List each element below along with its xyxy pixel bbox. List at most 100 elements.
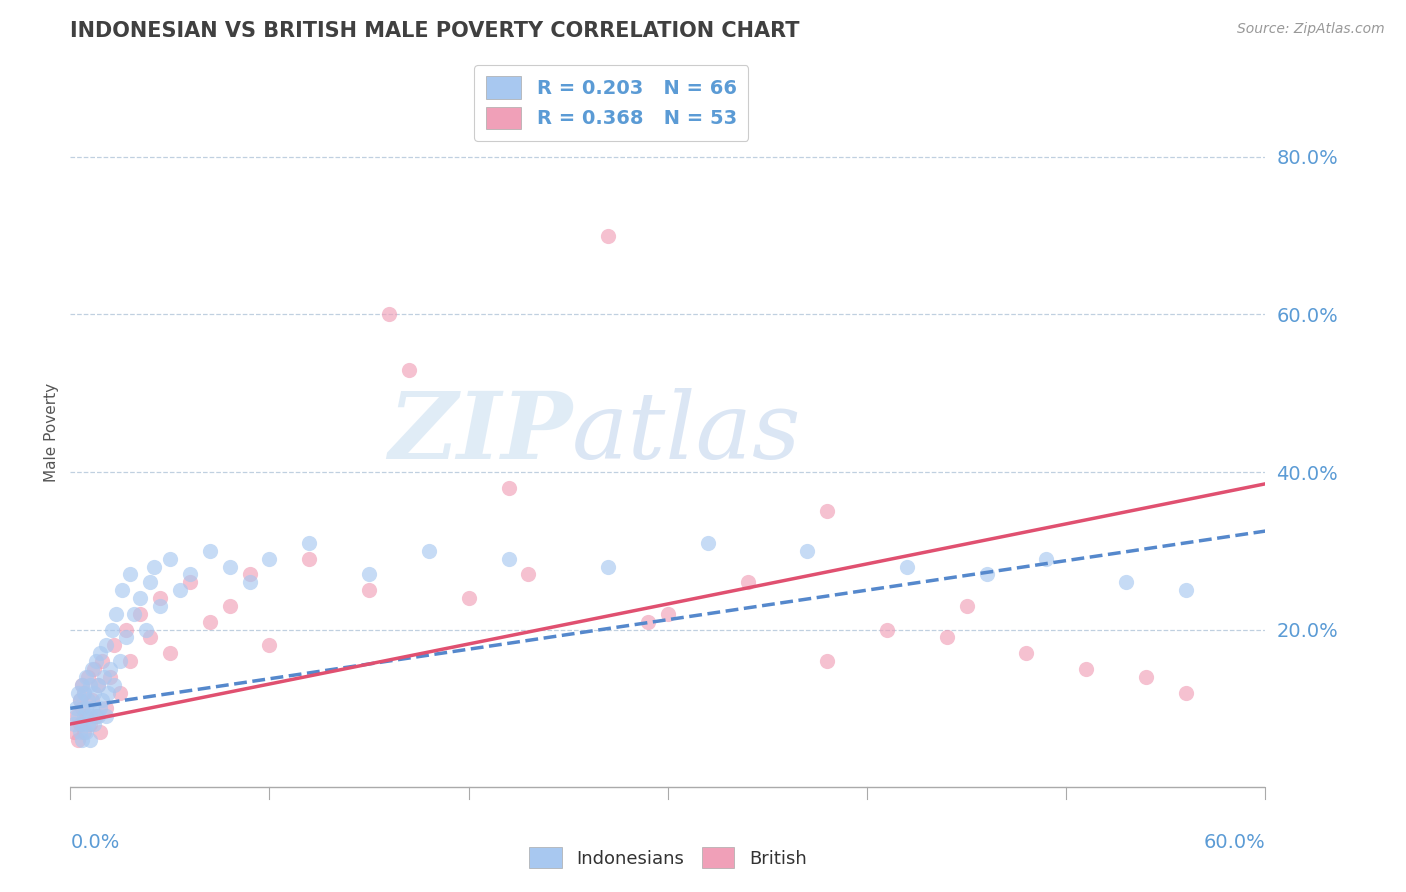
Point: [79, 678, 101, 692]
Point: [457, 591, 479, 605]
Point: [239, 567, 262, 582]
Point: [108, 685, 131, 699]
Point: [79, 717, 101, 731]
Point: [69, 717, 91, 731]
Point: [65, 701, 87, 715]
Point: [218, 559, 240, 574]
Point: [87, 678, 110, 692]
Point: [143, 559, 166, 574]
Point: [98, 662, 121, 676]
Point: [87, 709, 110, 723]
Point: [70, 701, 93, 715]
Point: [129, 607, 152, 621]
Point: [259, 551, 281, 566]
Point: [239, 575, 262, 590]
Point: [149, 599, 172, 613]
Point: [73, 725, 96, 739]
Point: [159, 551, 181, 566]
Point: [657, 607, 679, 621]
Point: [1174, 583, 1197, 598]
Point: [83, 662, 105, 676]
Point: [976, 567, 998, 582]
Point: [73, 709, 96, 723]
Point: [65, 709, 87, 723]
Point: [796, 543, 818, 558]
Point: [935, 631, 957, 645]
Point: [70, 678, 93, 692]
Point: [218, 599, 240, 613]
Point: [737, 575, 759, 590]
Point: [70, 717, 93, 731]
Point: [198, 615, 221, 629]
Point: [111, 583, 134, 598]
Point: [298, 551, 321, 566]
Point: [298, 536, 321, 550]
Point: [91, 654, 114, 668]
Point: [79, 732, 101, 747]
Point: [69, 693, 91, 707]
Point: [87, 678, 110, 692]
Y-axis label: Male Poverty: Male Poverty: [44, 383, 59, 483]
Point: [696, 536, 718, 550]
Text: INDONESIAN VS BRITISH MALE POVERTY CORRELATION CHART: INDONESIAN VS BRITISH MALE POVERTY CORRE…: [70, 21, 800, 41]
Point: [75, 670, 97, 684]
Point: [815, 654, 838, 668]
Point: [1015, 646, 1038, 660]
Point: [179, 575, 201, 590]
Point: [70, 732, 93, 747]
Point: [83, 685, 105, 699]
Point: [63, 717, 86, 731]
Point: [956, 599, 979, 613]
Point: [77, 693, 100, 707]
Point: [103, 678, 125, 692]
Point: [84, 654, 107, 668]
Point: [63, 725, 86, 739]
Legend: Indonesians, British: Indonesians, British: [522, 840, 814, 875]
Point: [115, 623, 138, 637]
Point: [122, 607, 145, 621]
Point: [89, 725, 111, 739]
Point: [598, 228, 620, 243]
Point: [75, 725, 97, 739]
Point: [115, 631, 138, 645]
Point: [105, 607, 128, 621]
Point: [103, 638, 125, 652]
Point: [1035, 551, 1057, 566]
Point: [359, 567, 381, 582]
Point: [498, 551, 520, 566]
Point: [69, 725, 91, 739]
Point: [1115, 575, 1137, 590]
Point: [73, 685, 96, 699]
Point: [169, 583, 191, 598]
Point: [96, 638, 117, 652]
Point: [398, 362, 420, 376]
Point: [77, 717, 100, 731]
Text: ZIP: ZIP: [388, 388, 572, 477]
Point: [1174, 685, 1197, 699]
Point: [84, 709, 107, 723]
Point: [98, 670, 121, 684]
Point: [101, 623, 124, 637]
Point: [1135, 670, 1157, 684]
Point: [75, 701, 97, 715]
Point: [179, 567, 201, 582]
Point: [139, 631, 162, 645]
Point: [89, 646, 111, 660]
Point: [120, 654, 141, 668]
Text: Source: ZipAtlas.com: Source: ZipAtlas.com: [1237, 22, 1385, 37]
Point: [67, 709, 90, 723]
Point: [82, 662, 104, 676]
Point: [82, 701, 104, 715]
Text: 60.0%: 60.0%: [1204, 833, 1265, 852]
Text: 0.0%: 0.0%: [70, 833, 120, 852]
Point: [91, 693, 114, 707]
Text: atlas: atlas: [572, 388, 801, 477]
Point: [359, 583, 381, 598]
Point: [120, 567, 141, 582]
Point: [67, 685, 90, 699]
Point: [79, 709, 101, 723]
Point: [259, 638, 281, 652]
Point: [89, 701, 111, 715]
Point: [498, 481, 520, 495]
Point: [418, 543, 440, 558]
